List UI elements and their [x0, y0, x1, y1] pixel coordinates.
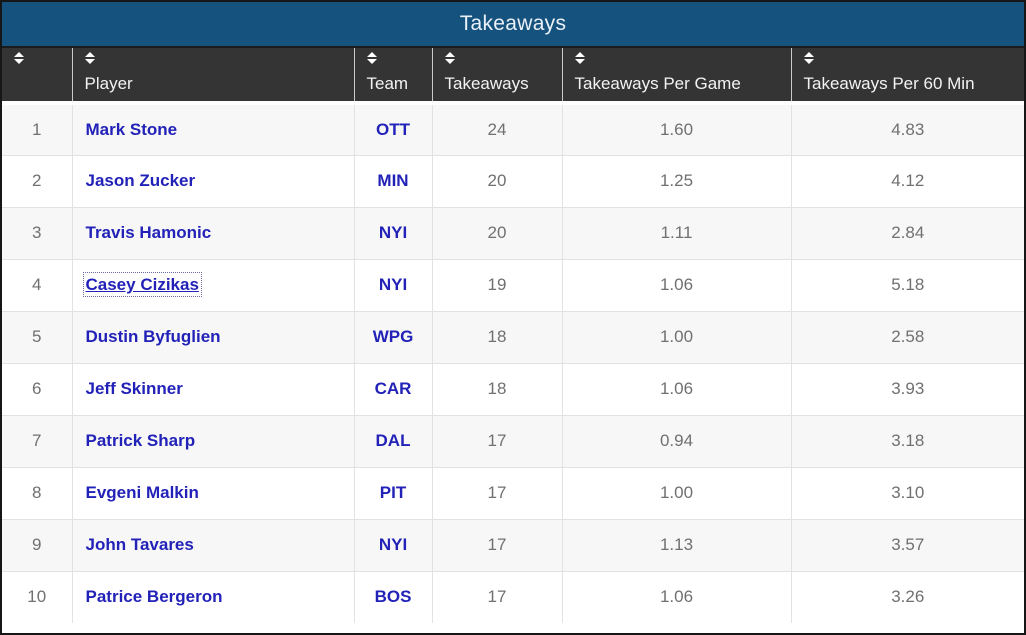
per-60-cell: 2.58 — [791, 310, 1024, 363]
team-link[interactable]: CAR — [374, 379, 412, 398]
column-header-label: Takeaways — [444, 74, 529, 93]
takeaways-cell: 18 — [432, 362, 563, 415]
takeaways-cell: 24 — [432, 103, 563, 155]
rank-cell: 7 — [2, 414, 73, 467]
column-header-player[interactable]: Player — [72, 48, 355, 105]
per-game-cell: 1.13 — [562, 518, 792, 571]
takeaways-cell: 17 — [432, 466, 563, 519]
player-link[interactable]: John Tavares — [85, 535, 194, 554]
table-row: 7 Patrick Sharp DAL 17 0.94 3.18 — [2, 414, 1024, 467]
takeaways-cell: 17 — [432, 414, 563, 467]
table-row: 5 Dustin Byfuglien WPG 18 1.00 2.58 — [2, 310, 1024, 363]
per-60-cell: 4.12 — [791, 154, 1024, 207]
team-link[interactable]: MIN — [377, 171, 409, 190]
per-60-cell: 4.83 — [791, 103, 1024, 155]
per-60-cell: 2.84 — [791, 206, 1024, 259]
title-bar: Takeaways — [2, 2, 1024, 48]
per-game-cell: 1.00 — [562, 466, 792, 519]
per-game-cell: 1.00 — [562, 310, 792, 363]
per-game-cell: 1.25 — [562, 154, 792, 207]
sort-icon — [444, 52, 455, 64]
rank-cell: 6 — [2, 362, 73, 415]
per-game-cell: 1.11 — [562, 206, 792, 259]
team-link[interactable]: WPG — [372, 327, 414, 346]
column-header-takeaways[interactable]: Takeaways — [432, 48, 563, 105]
rank-cell: 4 — [2, 258, 73, 311]
per-60-cell: 3.26 — [791, 570, 1024, 623]
takeaways-cell: 17 — [432, 518, 563, 571]
takeaways-cell: 20 — [432, 154, 563, 207]
table-row: 10 Patrice Bergeron BOS 17 1.06 3.26 — [2, 570, 1024, 623]
table-row: 2 Jason Zucker MIN 20 1.25 4.12 — [2, 154, 1024, 207]
sort-icon — [14, 52, 24, 64]
column-header-label: Takeaways Per Game — [574, 74, 741, 93]
sort-icon — [366, 52, 377, 64]
team-link[interactable]: PIT — [379, 483, 407, 502]
table-row: 3 Travis Hamonic NYI 20 1.11 2.84 — [2, 206, 1024, 259]
player-link-focused[interactable]: Casey Cizikas — [82, 272, 202, 297]
column-header-rank[interactable] — [2, 48, 73, 105]
rank-cell: 10 — [2, 570, 73, 623]
sort-icon — [574, 52, 585, 64]
sort-icon — [803, 52, 814, 64]
per-game-cell: 1.06 — [562, 362, 792, 415]
column-header-label: Team — [366, 74, 409, 93]
player-link[interactable]: Jason Zucker — [85, 171, 196, 190]
rank-cell: 5 — [2, 310, 73, 363]
page-title: Takeaways — [459, 12, 567, 35]
per-game-cell: 0.94 — [562, 414, 792, 467]
per-60-cell: 3.57 — [791, 518, 1024, 571]
rank-cell: 2 — [2, 154, 73, 207]
table-row: 4 Casey Cizikas NYI 19 1.06 5.18 — [2, 258, 1024, 311]
takeaways-cell: 17 — [432, 570, 563, 623]
takeaways-cell: 19 — [432, 258, 563, 311]
table-row: 8 Evgeni Malkin PIT 17 1.00 3.10 — [2, 466, 1024, 519]
table-row: 6 Jeff Skinner CAR 18 1.06 3.93 — [2, 362, 1024, 415]
player-link[interactable]: Evgeni Malkin — [85, 483, 199, 502]
rank-cell: 9 — [2, 518, 73, 571]
table-row: 1 Mark Stone OTT 24 1.60 4.83 — [2, 103, 1024, 155]
rank-cell: 3 — [2, 206, 73, 259]
team-link[interactable]: BOS — [374, 587, 412, 607]
rank-cell: 1 — [2, 103, 73, 155]
sort-icon — [84, 52, 95, 64]
player-link[interactable]: Jeff Skinner — [85, 379, 183, 398]
column-header-label: Player — [84, 74, 133, 93]
column-header-per-game[interactable]: Takeaways Per Game — [562, 48, 792, 105]
team-link[interactable]: DAL — [375, 431, 411, 450]
player-link[interactable]: Travis Hamonic — [85, 223, 212, 242]
player-link[interactable]: Dustin Byfuglien — [85, 327, 221, 346]
player-link[interactable]: Mark Stone — [85, 119, 178, 139]
header-row: Player Team Takeaways — [2, 48, 1024, 105]
per-game-cell: 1.06 — [562, 258, 792, 311]
table-row: 9 John Tavares NYI 17 1.13 3.57 — [2, 518, 1024, 571]
rank-cell: 8 — [2, 466, 73, 519]
per-60-cell: 3.18 — [791, 414, 1024, 467]
takeaways-cell: 18 — [432, 310, 563, 363]
team-link[interactable]: OTT — [376, 119, 410, 139]
per-game-cell: 1.60 — [562, 103, 792, 155]
per-60-cell: 3.10 — [791, 466, 1024, 519]
per-60-cell: 3.93 — [791, 362, 1024, 415]
column-header-team[interactable]: Team — [354, 48, 433, 105]
team-link[interactable]: NYI — [378, 223, 408, 242]
takeaways-cell: 20 — [432, 206, 563, 259]
player-link[interactable]: Patrice Bergeron — [85, 587, 223, 607]
team-link[interactable]: NYI — [378, 535, 408, 554]
player-link[interactable]: Patrick Sharp — [85, 431, 196, 450]
takeaways-table: Player Team Takeaways — [2, 48, 1024, 623]
per-60-cell: 5.18 — [791, 258, 1024, 311]
team-link[interactable]: NYI — [378, 275, 408, 294]
per-game-cell: 1.06 — [562, 570, 792, 623]
column-header-label: Takeaways Per 60 Min — [803, 74, 975, 93]
column-header-per-60[interactable]: Takeaways Per 60 Min — [791, 48, 1024, 105]
